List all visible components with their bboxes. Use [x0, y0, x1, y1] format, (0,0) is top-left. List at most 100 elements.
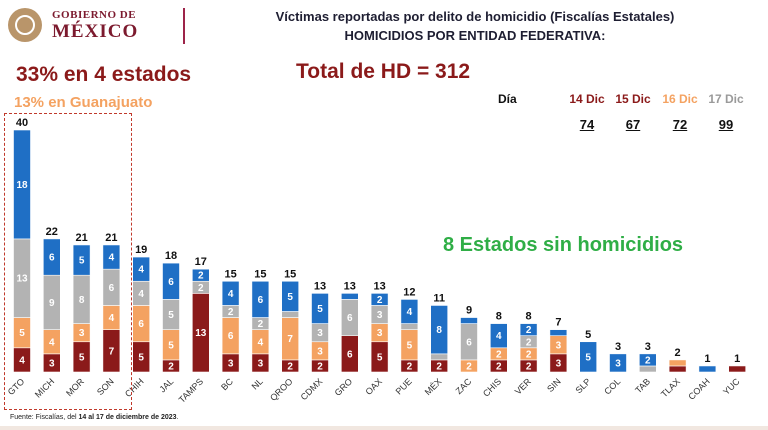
total-label-jal: 18 [165, 250, 177, 262]
segment-label-chis-3: 4 [496, 331, 502, 342]
segment-label-sin-1: 3 [556, 340, 562, 351]
source-prefix: Fuente: Fiscalías, del [10, 414, 79, 421]
total-label-méx: 11 [433, 292, 445, 304]
segment-label-ver-1: 2 [526, 349, 532, 360]
x-tick-nl: NL [250, 376, 265, 391]
segment-label-mich-2: 9 [49, 298, 55, 309]
segment-label-cdmx-2: 3 [317, 328, 323, 339]
segment-label-cdmx-3: 5 [317, 304, 323, 315]
top-four-highlight-box [4, 113, 132, 410]
x-tick-pue: PUE [394, 376, 414, 396]
segment-label-mor-3: 5 [79, 256, 85, 267]
bar-cdmx-seg3 [311, 293, 329, 324]
total-label-tlax: 2 [675, 347, 681, 359]
source-dates: 14 al 17 de diciembre de 2023 [78, 414, 177, 421]
total-label-tamps: 17 [195, 256, 207, 268]
bar-tamps-seg3 [192, 268, 210, 282]
segment-label-bc-1: 6 [228, 331, 234, 342]
total-label-ver: 8 [526, 311, 532, 323]
total-hd: Total de HD = 312 [296, 60, 471, 83]
segment-label-bc-0: 3 [228, 358, 234, 369]
segment-label-mich-0: 3 [49, 358, 55, 369]
segment-label-mich-1: 4 [49, 337, 55, 348]
x-tick-qroo: QROO [268, 376, 295, 403]
source-note: Fuente: Fiscalías, del 14 al 17 de dicie… [10, 414, 179, 421]
bar-tab-seg2 [638, 365, 657, 373]
bar-tab-seg3 [638, 353, 657, 367]
segment-label-pue-0: 2 [407, 361, 413, 372]
headline: 33% en 4 estados [16, 63, 192, 86]
segment-label-mich-3: 6 [49, 253, 55, 264]
day-header-17: 17 Dic [708, 92, 744, 106]
segment-label-gto-2: 13 [16, 274, 28, 285]
segment-label-nl-2: 2 [258, 319, 264, 330]
segment-label-chih-1: 6 [138, 319, 144, 330]
segment-label-ver-3: 2 [526, 325, 532, 336]
segment-label-qroo-3: 5 [287, 292, 293, 303]
logo-line1: GOBIERNO DE [52, 9, 137, 21]
segment-label-zac-1: 2 [466, 361, 472, 372]
x-tick-tamps: TAMPS [177, 376, 206, 405]
segment-label-mor-0: 5 [79, 352, 85, 363]
bar-qroo-seg2 [281, 311, 300, 318]
national-seal-icon [8, 8, 42, 42]
bar-jal-seg3 [162, 262, 180, 300]
segment-label-gro-0: 6 [347, 349, 353, 360]
segment-label-pue-3: 4 [407, 307, 413, 318]
total-label-coah: 1 [704, 353, 710, 365]
segment-label-qroo-1: 7 [287, 334, 293, 345]
bar-col-seg3 [609, 353, 627, 373]
bar-bc-seg3 [221, 280, 240, 306]
segment-label-chis-0: 2 [496, 361, 502, 372]
total-label-gro: 13 [344, 280, 356, 292]
page-title: Víctimas reportadas por delito de homici… [275, 9, 675, 24]
segment-label-chih-3: 4 [138, 265, 144, 276]
segment-label-pue-1: 5 [407, 340, 413, 351]
segment-label-gto-3: 18 [16, 180, 28, 191]
segment-label-gto-1: 5 [19, 328, 25, 339]
segment-label-jal-0: 2 [168, 361, 174, 372]
total-label-qroo: 15 [284, 268, 296, 280]
bar-nl-seg3 [251, 280, 270, 318]
x-tick-oax: OAX [363, 376, 384, 397]
x-tick-col: COL [602, 376, 622, 396]
segment-label-oax-2: 3 [377, 310, 383, 321]
x-tick-tab: TAB [633, 376, 652, 395]
segment-label-son-0: 7 [109, 346, 115, 357]
total-label-nl: 15 [254, 268, 266, 280]
segment-label-nl-1: 4 [258, 337, 264, 348]
page-subtitle: HOMICIDIOS POR ENTIDAD FEDERATIVA: [344, 28, 606, 43]
segment-label-méx-3: 8 [436, 325, 442, 336]
total-label-son: 21 [105, 232, 117, 244]
total-label-zac: 9 [466, 305, 472, 317]
segment-label-cdmx-0: 2 [317, 361, 323, 372]
segment-label-tamps-2: 2 [198, 283, 204, 294]
bar-mor-seg3 [72, 244, 91, 276]
segment-label-oax-1: 3 [377, 328, 383, 339]
gobierno-mexico-logo: GOBIERNO DE MÉXICO [8, 6, 168, 44]
segment-label-oax-3: 2 [377, 295, 383, 306]
day-total-15: 67 [625, 117, 641, 132]
total-label-yuc: 1 [734, 353, 740, 365]
day-total-17: 99 [718, 117, 734, 132]
bar-tlax-seg1 [668, 359, 687, 367]
bar-son-seg3 [102, 244, 121, 270]
bar-sin-seg3 [549, 329, 568, 336]
bar-oax-seg3 [370, 293, 389, 306]
segment-label-oax-0: 5 [377, 352, 383, 363]
logo-line2: MÉXICO [52, 21, 139, 42]
bar-gto-seg3 [13, 129, 31, 240]
segment-label-slp-3: 5 [585, 352, 591, 363]
x-tick-chis: CHIS [481, 376, 503, 398]
segment-label-gro-2: 6 [347, 313, 353, 324]
segment-label-bc-3: 4 [228, 289, 234, 300]
total-label-chis: 8 [496, 311, 502, 323]
header-bar: GOBIERNO DE MÉXICO Víctimas reportadas p… [0, 0, 768, 50]
segment-label-méx-0: 2 [436, 361, 442, 372]
day-total-14: 74 [579, 117, 595, 132]
total-label-oax: 13 [373, 280, 385, 292]
segment-label-jal-2: 5 [168, 310, 174, 321]
total-label-mich: 22 [46, 226, 58, 238]
x-tick-coah: COAH [686, 376, 711, 401]
